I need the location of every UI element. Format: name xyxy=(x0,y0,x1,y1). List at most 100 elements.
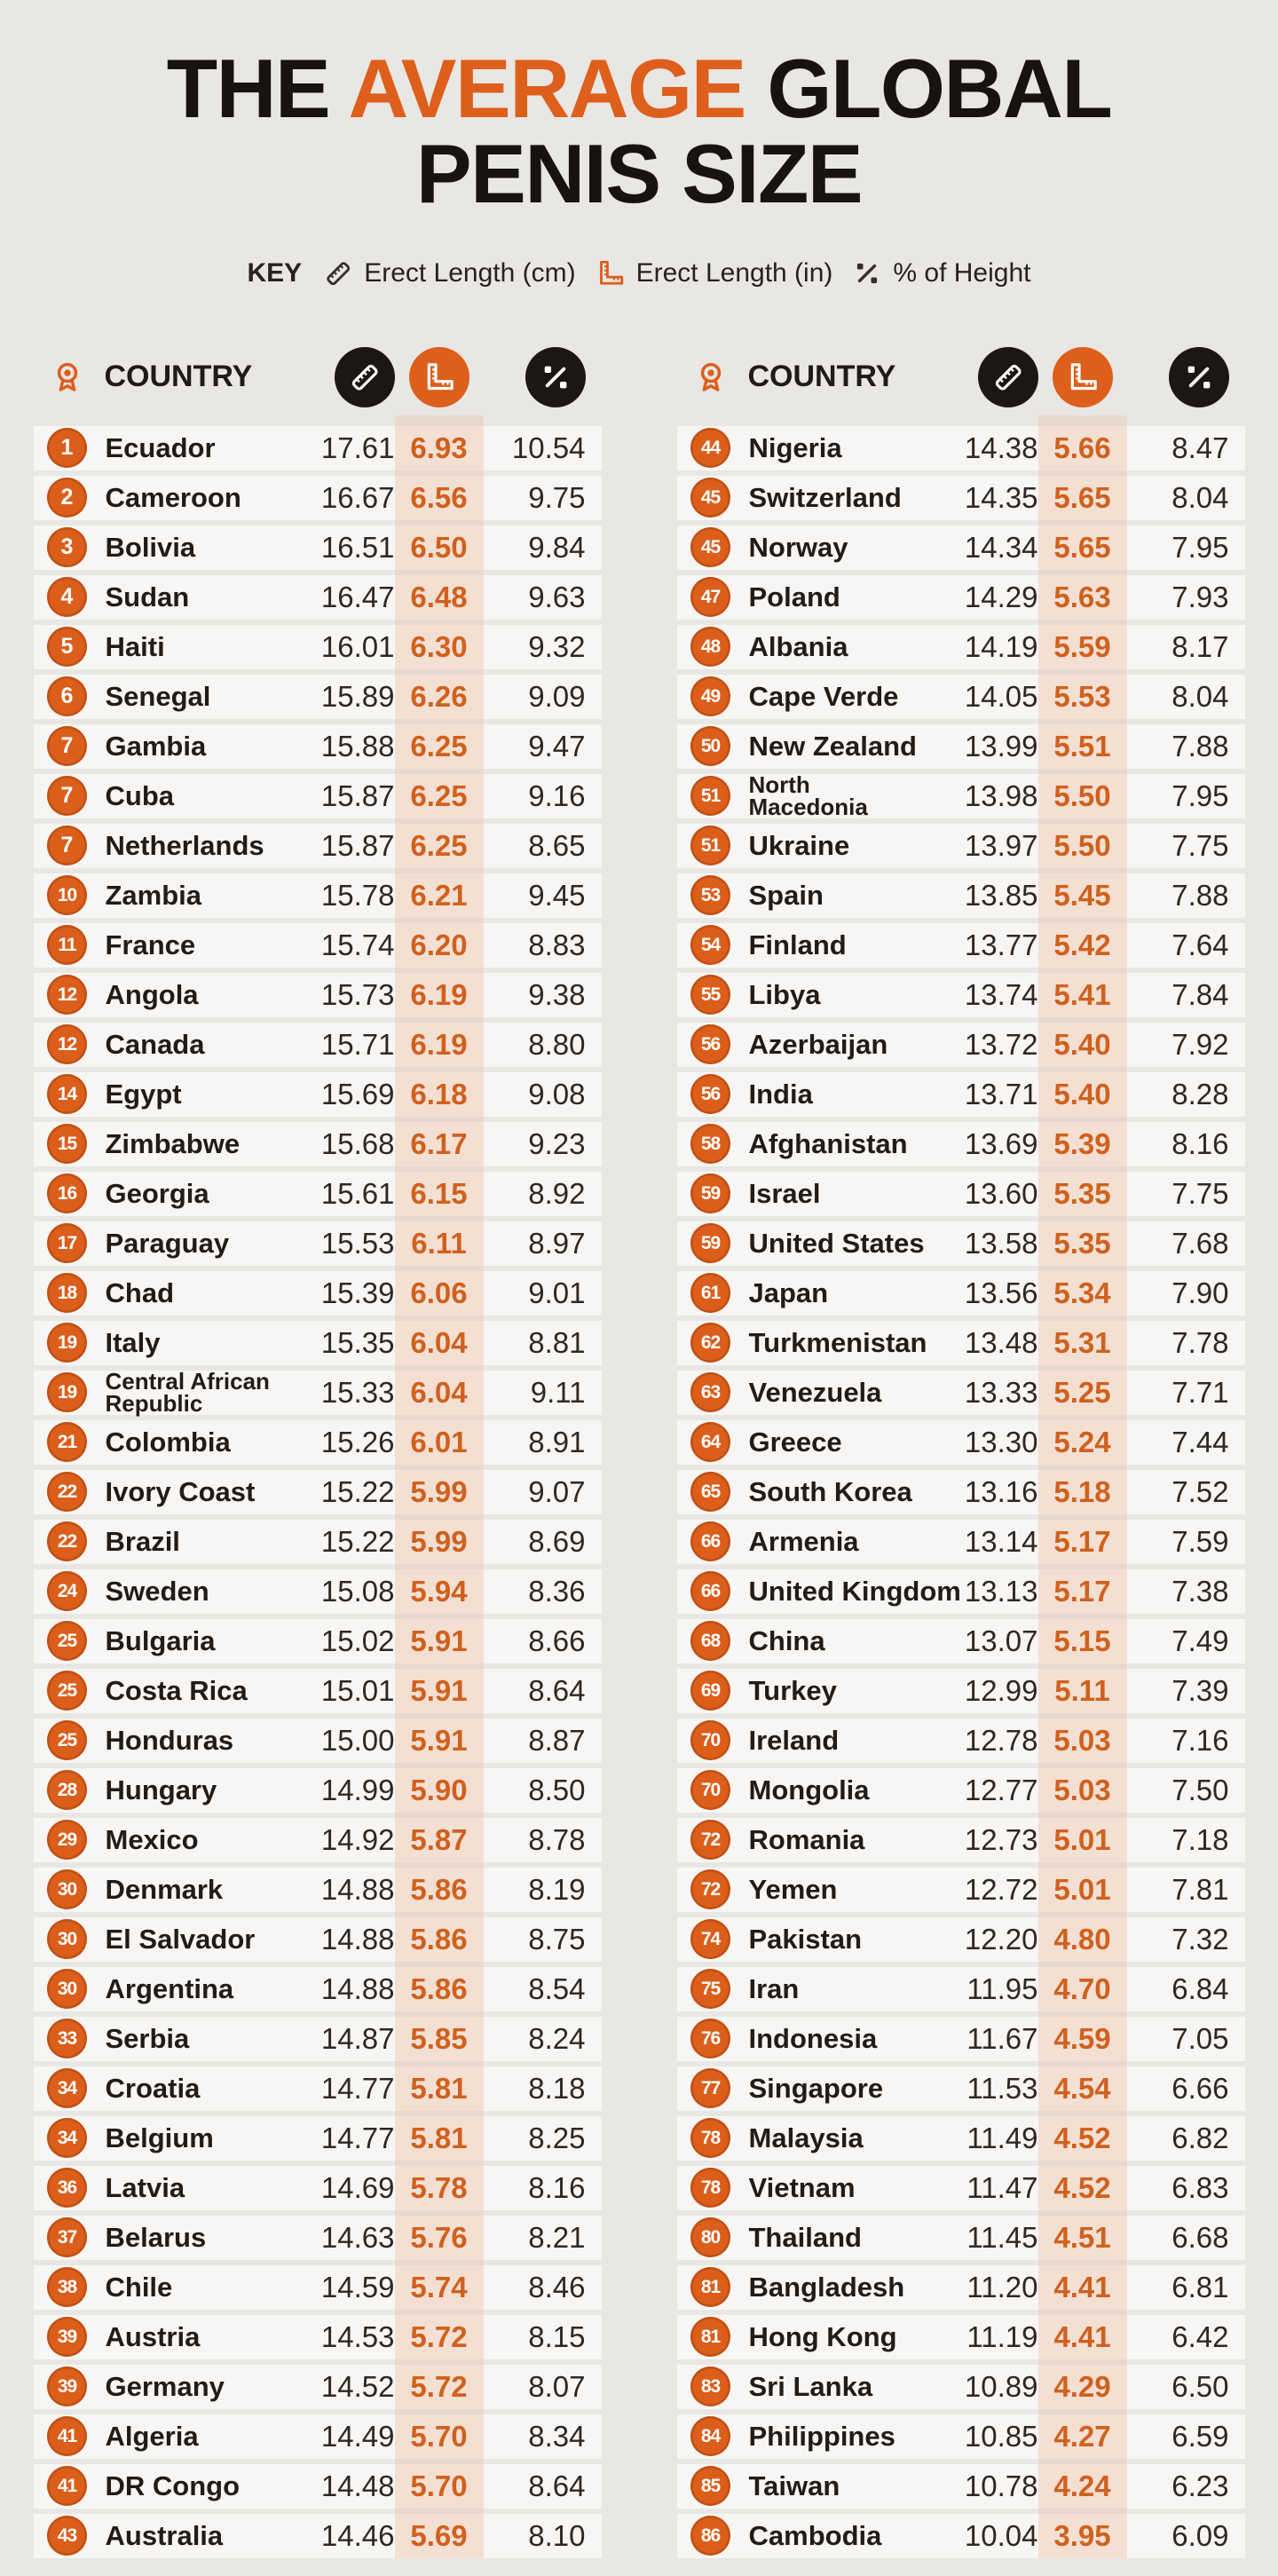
length-cm-value: 15.39 xyxy=(320,1276,395,1309)
length-cm-value: 10.04 xyxy=(964,2518,1038,2552)
country-name: Chile xyxy=(105,2271,173,2303)
rank-badge: 80 xyxy=(690,2217,730,2258)
pct-height-value: 9.11 xyxy=(530,1375,586,1409)
table-row: 19 Central African Republic 15.33 6.04 9… xyxy=(33,1370,602,1415)
length-cm-value: 12.99 xyxy=(964,1673,1038,1707)
country-header-label: COUNTRY xyxy=(104,360,253,394)
country-name: United Kingdom xyxy=(748,1575,961,1607)
rank-badge: 21 xyxy=(47,1422,87,1463)
country-name: Ecuador xyxy=(105,431,216,463)
country-name: Norway xyxy=(748,531,848,563)
rows-container-left: 1 Ecuador 17.61 6.93 10.54 2 Cameroon 16… xyxy=(33,415,602,2558)
table-row: 45 Norway 14.34 5.65 7.95 xyxy=(676,525,1245,570)
rank-badge: 53 xyxy=(690,875,730,916)
length-cm-value: 15.87 xyxy=(320,828,395,862)
table-row: 30 Argentina 14.88 5.86 8.54 xyxy=(33,1966,602,2011)
pct-height-value: 9.47 xyxy=(528,729,586,763)
rank-badge: 74 xyxy=(690,1919,730,1960)
length-cm-value: 15.33 xyxy=(320,1375,395,1409)
length-in-value: 5.81 xyxy=(410,2071,468,2105)
title-line1-pre: THE xyxy=(166,42,349,135)
length-cm-value: 11.49 xyxy=(966,2121,1038,2154)
table-row: 77 Singapore 11.53 4.54 6.66 xyxy=(676,2066,1245,2111)
length-in-value: 6.20 xyxy=(410,928,468,961)
length-in-value: 6.26 xyxy=(410,679,468,713)
pct-height-value: 6.81 xyxy=(1172,2270,1229,2303)
table-row: 17 Paraguay 15.53 6.11 8.97 xyxy=(33,1221,602,1266)
rank-badge: 56 xyxy=(690,1074,730,1115)
length-cm-value: 13.14 xyxy=(964,1524,1038,1558)
rank-badge: 43 xyxy=(47,2516,87,2556)
length-in-value: 4.70 xyxy=(1053,1972,1111,2005)
pct-height-value: 6.83 xyxy=(1172,2170,1229,2204)
pct-height-value: 7.95 xyxy=(1172,530,1229,564)
rank-badge: 75 xyxy=(690,1969,730,2010)
table-row: 12 Canada 15.71 6.19 8.80 xyxy=(33,1022,602,1067)
table-row: 6 Senegal 15.89 6.26 9.09 xyxy=(33,674,602,719)
percent-icon xyxy=(851,257,883,289)
rank-badge: 84 xyxy=(690,2416,730,2457)
table-row: 30 El Salvador 14.88 5.86 8.75 xyxy=(33,1916,602,1962)
country-name: Ivory Coast xyxy=(105,1475,256,1507)
rank-badge: 45 xyxy=(690,527,730,568)
key-item-in-label: Erect Length (in) xyxy=(635,257,833,288)
table-row: 59 United States 13.58 5.35 7.68 xyxy=(676,1221,1245,1266)
country-name: Singapore xyxy=(748,2072,884,2104)
length-cm-value: 14.88 xyxy=(320,1972,395,2005)
pct-height-value: 8.81 xyxy=(528,1325,586,1359)
length-cm-value: 15.74 xyxy=(320,928,395,961)
pct-height-value: 8.21 xyxy=(528,2220,586,2254)
length-cm-value: 13.77 xyxy=(964,928,1038,961)
table-row: 75 Iran 11.95 4.70 6.84 xyxy=(676,1966,1245,2011)
table-row: 25 Costa Rica 15.01 5.91 8.64 xyxy=(33,1668,602,1713)
length-in-value: 5.86 xyxy=(410,1872,468,1906)
rank-badge: 3 xyxy=(47,527,87,568)
table-row: 47 Poland 14.29 5.63 7.93 xyxy=(676,574,1245,620)
rank-badge: 58 xyxy=(690,1124,730,1165)
table-row: 7 Gambia 15.88 6.25 9.47 xyxy=(33,723,602,769)
table-row: 43 Australia 14.46 5.69 8.10 xyxy=(33,2513,602,2558)
table-row: 34 Croatia 14.77 5.81 8.18 xyxy=(33,2066,602,2111)
length-cm-value: 12.77 xyxy=(964,1773,1038,1806)
rank-badge: 66 xyxy=(690,1521,730,1562)
length-cm-value: 11.19 xyxy=(966,2319,1038,2353)
length-cm-value: 13.16 xyxy=(964,1474,1038,1508)
length-cm-value: 10.85 xyxy=(964,2419,1038,2453)
pct-height-value: 7.50 xyxy=(1172,1773,1229,1806)
country-name: Haiti xyxy=(105,630,165,662)
length-in-value: 5.70 xyxy=(410,2419,468,2453)
length-cm-value: 14.38 xyxy=(964,431,1038,464)
country-name: France xyxy=(105,928,196,960)
rank-badge: 63 xyxy=(690,1372,730,1413)
pct-height-value: 6.50 xyxy=(1172,2369,1229,2403)
table-row: 28 Hungary 14.99 5.90 8.50 xyxy=(33,1767,602,1813)
country-name: Sweden xyxy=(105,1575,209,1607)
length-in-value: 5.50 xyxy=(1053,778,1111,812)
country-name: Brazil xyxy=(105,1525,180,1557)
rank-badge: 70 xyxy=(690,1720,730,1761)
pct-height-value: 9.16 xyxy=(528,778,586,812)
rank-badge: 59 xyxy=(690,1223,730,1264)
pct-height-value: 8.75 xyxy=(528,1922,586,1956)
rank-badge: 6 xyxy=(47,676,87,717)
country-name: Hong Kong xyxy=(748,2320,897,2352)
length-cm-value: 14.77 xyxy=(320,2121,395,2154)
rank-badge: 2 xyxy=(47,478,87,518)
length-in-value: 5.51 xyxy=(1053,729,1111,763)
page-title: THE AVERAGE GLOBAL PENIS SIZE xyxy=(0,0,1278,217)
rank-badge: 14 xyxy=(47,1074,87,1115)
country-name: Switzerland xyxy=(748,481,902,513)
rank-badge: 72 xyxy=(690,1869,730,1910)
country-name: Algeria xyxy=(105,2420,199,2452)
rank-badge: 76 xyxy=(690,2019,730,2059)
table-row: 51 North Macedonia 13.98 5.50 7.95 xyxy=(676,773,1245,818)
table-row: 7 Cuba 15.87 6.25 9.16 xyxy=(33,773,602,818)
length-cm-value: 15.53 xyxy=(320,1226,395,1260)
title-line2: PENIS SIZE xyxy=(415,126,864,220)
pct-height-value: 6.42 xyxy=(1172,2319,1229,2353)
rank-badge: 77 xyxy=(690,2068,730,2109)
pct-height-value: 7.78 xyxy=(1172,1325,1229,1359)
length-cm-value: 15.73 xyxy=(320,977,395,1011)
country-name: United States xyxy=(748,1227,925,1259)
